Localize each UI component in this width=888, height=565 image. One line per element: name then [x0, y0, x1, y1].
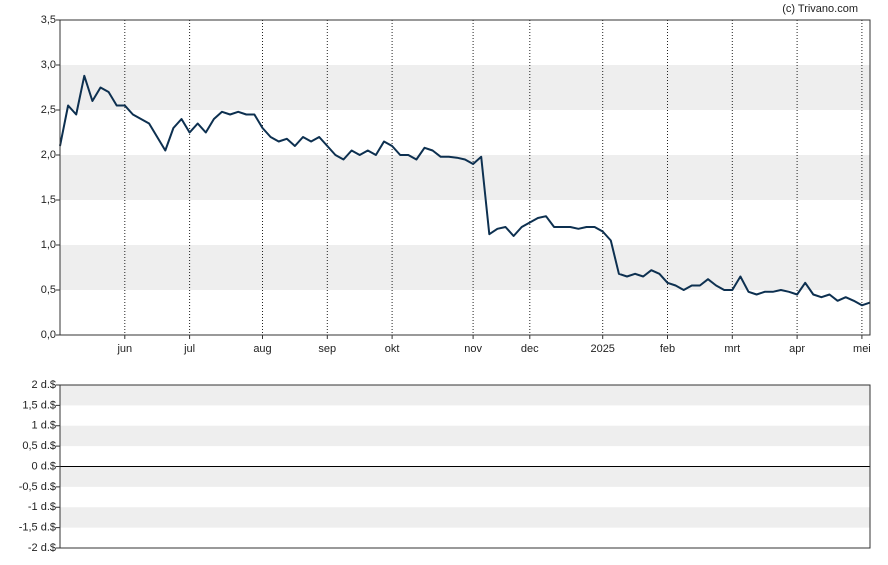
y-tick-label: 1,0 — [41, 239, 56, 251]
grid-band — [60, 466, 870, 487]
y-tick-label: -1 d.$ — [28, 501, 56, 513]
x-tick-label: jun — [116, 343, 132, 355]
grid-band — [60, 385, 870, 406]
x-tick-label: okt — [385, 343, 400, 355]
y-tick-label: -0,5 d.$ — [19, 481, 56, 493]
y-tick-label: -2 d.$ — [28, 542, 56, 554]
y-tick-label: -1,5 d.$ — [19, 522, 56, 534]
y-tick-label: 2,0 — [41, 149, 56, 161]
plot-frame — [59, 19, 871, 336]
x-tick-label: jul — [183, 343, 195, 355]
grid-band — [60, 507, 870, 528]
y-tick-label: 3,5 — [41, 14, 56, 26]
x-tick-label: mei — [853, 343, 871, 355]
grid-band — [60, 155, 870, 200]
x-tick-label: mrt — [724, 343, 740, 355]
y-tick-label: 1,5 — [41, 194, 56, 206]
x-tick-label: nov — [464, 343, 482, 355]
y-tick-label: 1,5 d.$ — [22, 399, 56, 411]
grid-band — [60, 245, 870, 290]
x-tick-label: sep — [318, 343, 336, 355]
grid-band — [60, 65, 870, 110]
y-tick-label: 1 d.$ — [32, 420, 56, 432]
y-tick-label: 0,5 d.$ — [22, 440, 56, 452]
y-tick-label: 0,5 — [41, 284, 56, 296]
y-tick-label: 0,0 — [41, 329, 56, 341]
y-tick-label: 3,0 — [41, 59, 56, 71]
watermark: (c) Trivano.com — [782, 3, 858, 15]
y-tick-label: 0 d.$ — [32, 460, 56, 472]
plot-frame — [59, 384, 871, 549]
x-tick-label: apr — [789, 343, 805, 355]
x-tick-label: feb — [660, 343, 675, 355]
y-tick-label: 2 d.$ — [32, 379, 56, 391]
grid-band — [60, 425, 870, 447]
price-line — [59, 74, 871, 307]
x-tick-label: dec — [521, 343, 539, 355]
x-tick-label: aug — [253, 343, 271, 355]
x-tick-label: 2025 — [590, 343, 614, 355]
y-tick-label: 2,5 — [41, 104, 56, 116]
